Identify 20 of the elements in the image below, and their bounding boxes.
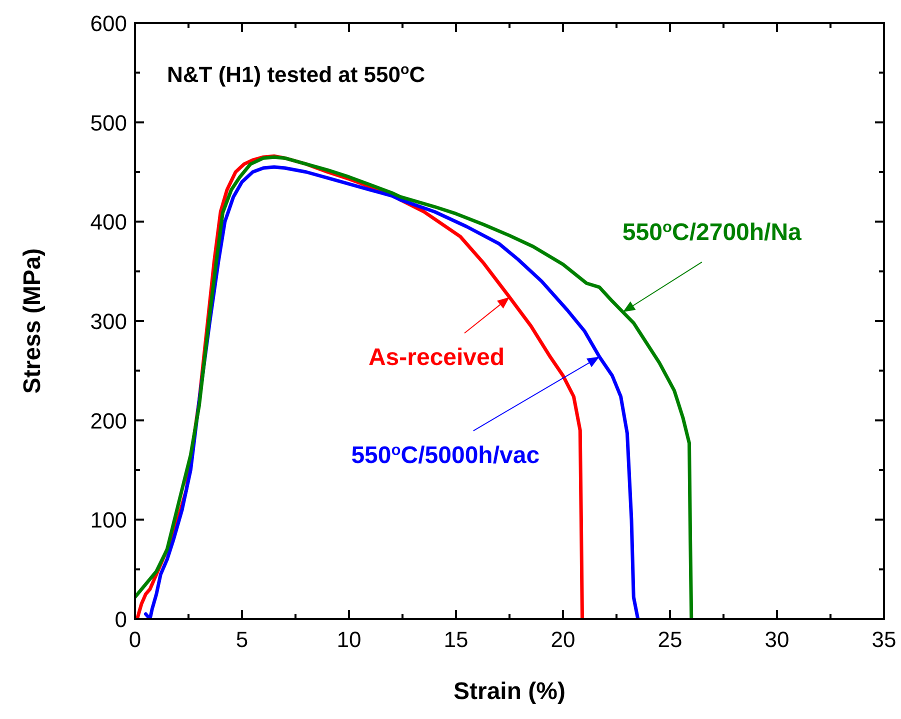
x-tick-label: 25: [658, 627, 682, 652]
x-axis-title: Strain (%): [453, 678, 566, 705]
y-tick-label: 0: [114, 607, 127, 632]
y-tick-label: 600: [90, 11, 127, 36]
y-tick-label: 500: [90, 110, 127, 136]
x-tick-label: 5: [236, 627, 248, 652]
y-tick-label: 300: [90, 309, 127, 334]
y-axis-title: Stress (MPa): [19, 248, 46, 394]
x-tick-label: 10: [336, 627, 362, 652]
x-tick-label: 35: [872, 627, 896, 652]
x-tick-label: 15: [444, 627, 468, 652]
y-tick-label: 400: [90, 210, 127, 235]
text: N&T (H1) tested at 550$^{o}$C: [167, 62, 426, 87]
annotation: As-received: [368, 344, 505, 372]
annotation: 550$^{o}$C/2700h/Na: [622, 218, 802, 246]
annotation: 550$^{o}$C/5000h/vac: [351, 441, 540, 469]
y-tick-label: 100: [90, 508, 127, 533]
x-tick-label: 20: [550, 627, 576, 652]
y-tick-label: 200: [90, 408, 127, 434]
x-tick-label: 30: [764, 627, 790, 652]
